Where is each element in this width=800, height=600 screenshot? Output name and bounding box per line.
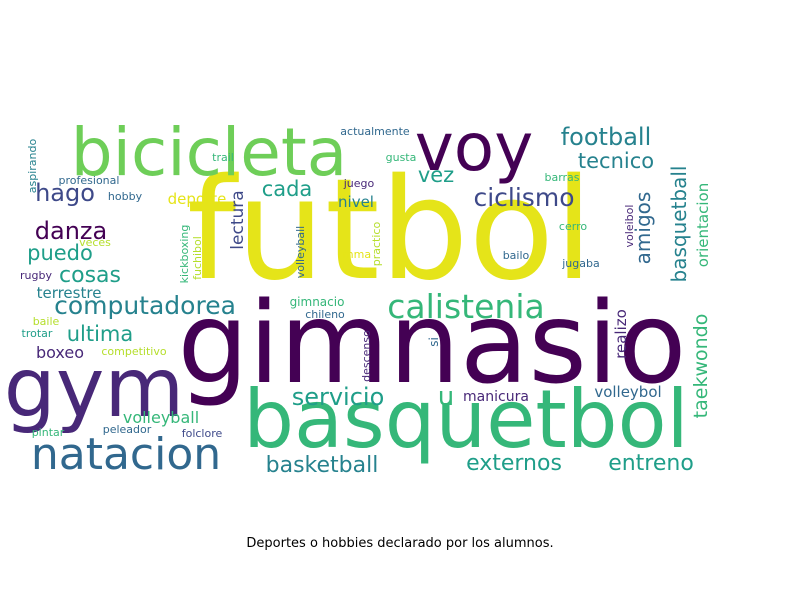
word-puedo: puedo: [27, 241, 93, 265]
word-basketball: basketball: [266, 453, 379, 478]
word-competitivo: competitivo: [101, 345, 166, 358]
word-fuchibol: fuchibol: [191, 236, 204, 280]
word-voleibol: voleibol: [623, 205, 636, 248]
word-futbol: futbol: [187, 149, 593, 312]
word-hago: hago: [35, 179, 95, 207]
word-u: u: [438, 382, 454, 412]
word-terrestre: terrestre: [37, 284, 102, 302]
word-cerro: cerro: [559, 220, 587, 233]
word-chileno: chileno: [305, 308, 345, 321]
word-ultima: ultima: [67, 322, 134, 346]
word-bicicleta: bicicleta: [71, 114, 347, 191]
word-trail: trail: [212, 151, 234, 164]
word-volleyball: volleyball: [123, 408, 199, 427]
word-kickboxing: kickboxing: [178, 225, 191, 284]
word-entreno: entreno: [608, 451, 694, 476]
word-rugby: rugby: [20, 269, 52, 282]
word-peleador: peleador: [103, 423, 152, 436]
word-tecnico: tecnico: [578, 149, 654, 173]
word-actualmente: actualmente: [340, 125, 410, 138]
word-cada: cada: [262, 177, 313, 201]
word-calistenia: calistenia: [387, 287, 544, 326]
word-practico: practico: [370, 222, 383, 267]
word-externos: externos: [466, 451, 562, 476]
word-baile: baile: [33, 315, 60, 328]
word-football: football: [561, 123, 652, 151]
word-realizo: realizo: [612, 309, 630, 359]
word-profesional: profesional: [59, 174, 120, 187]
word-ciclismo: ciclismo: [473, 183, 574, 212]
word-basquetball: basquetball: [667, 166, 691, 283]
word-basquetbol: basquetbol: [243, 373, 689, 466]
word-descenso: descenso: [360, 330, 373, 382]
word-volleyball-small: volleyball: [294, 226, 307, 278]
word-natacion: natacion: [31, 429, 221, 480]
word-trotar: trotar: [22, 327, 53, 340]
figure-caption: Deportes o hobbies declarado por los alu…: [246, 536, 554, 551]
word-pintar: pintar: [32, 426, 65, 439]
word-veces: veces: [79, 236, 111, 249]
word-cosas: cosas: [59, 263, 121, 288]
word-gimnasio: gimnasio: [178, 279, 687, 409]
word-servicio: servicio: [292, 383, 385, 411]
word-orientacion: orientacion: [694, 183, 712, 267]
word-aspirando: aspirando: [26, 139, 39, 194]
word-barras: barras: [544, 171, 579, 184]
word-taekwondo: taekwondo: [690, 314, 712, 419]
word-nivel: nivel: [338, 193, 374, 211]
word-lectura: lectura: [228, 190, 248, 249]
word-vez: vez: [418, 163, 454, 187]
word-si: si: [427, 337, 441, 347]
word-volleybol: volleybol: [594, 383, 661, 401]
word-bailo: bailo: [503, 249, 530, 262]
word-amigos: amigos: [631, 192, 655, 265]
word-danza: danza: [35, 217, 107, 245]
word-folclore: folclore: [182, 427, 223, 440]
word-juego: juego: [343, 177, 375, 190]
word-boxeo: boxeo: [36, 343, 84, 362]
word-jugaba: jugaba: [561, 257, 599, 270]
word-mma: mma: [343, 248, 371, 261]
word-gusta: gusta: [386, 151, 417, 164]
word-deporte: deporte: [168, 190, 227, 208]
word-hobby: hobby: [108, 190, 143, 203]
word-gym: gym: [4, 341, 184, 436]
word-gimnacio: gimnacio: [290, 295, 345, 309]
word-manicura: manicura: [463, 389, 529, 405]
word-voy: voy: [415, 109, 534, 186]
word-computadorea: computadorea: [54, 291, 236, 320]
